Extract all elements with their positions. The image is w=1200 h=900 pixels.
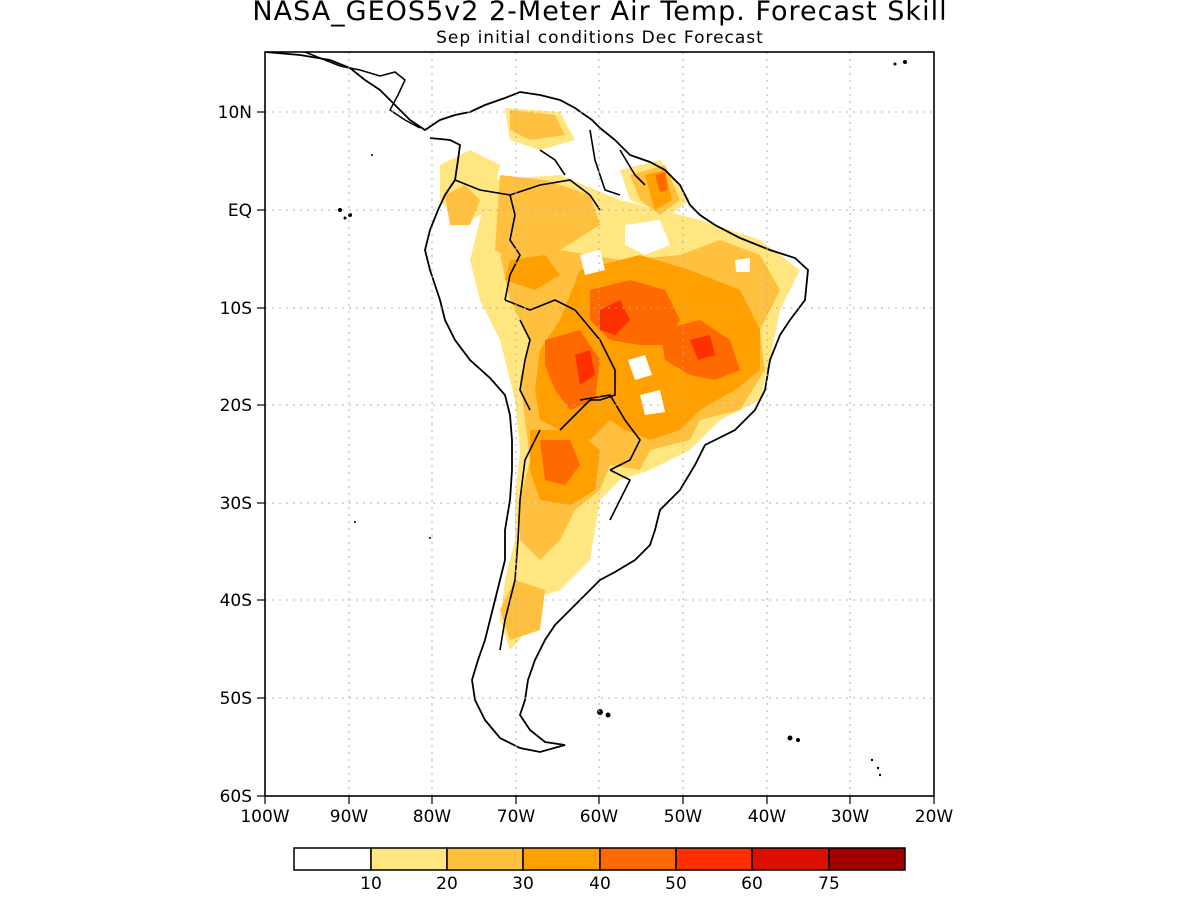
lon-label: 20W — [915, 807, 954, 827]
colorbar-label: 60 — [741, 874, 763, 894]
lat-label: 20S — [220, 396, 252, 416]
map-area — [265, 52, 907, 777]
lon-label: 60W — [580, 807, 619, 827]
lat-label: EQ — [228, 201, 252, 221]
lon-label: 40W — [748, 807, 787, 827]
colorbar-swatch — [675, 847, 753, 871]
colorbar-label: 10 — [360, 874, 382, 894]
colorbar-swatch — [751, 847, 830, 871]
colorbar-swatch — [293, 847, 372, 871]
colorbar-swatch — [522, 847, 601, 871]
lon-label: 50W — [664, 807, 703, 827]
colorbar-swatch — [599, 847, 677, 871]
colorbar-swatch — [370, 847, 448, 871]
lat-label: 30S — [220, 494, 252, 514]
lat-label: 60S — [220, 787, 252, 807]
lon-label: 100W — [240, 807, 289, 827]
lat-label: 10S — [220, 299, 252, 319]
colorbar-swatch — [446, 847, 524, 871]
colorbar-label: 20 — [436, 874, 458, 894]
colorbar-label: 30 — [512, 874, 534, 894]
coastline — [265, 52, 809, 753]
axis-ticks — [257, 111, 935, 804]
colorbar-label: 75 — [818, 874, 840, 894]
caribbean-coast — [302, 52, 421, 129]
skill-shading — [440, 108, 800, 650]
colorbar-label: 50 — [665, 874, 687, 894]
gridlines — [265, 52, 934, 796]
lat-label: 10N — [218, 103, 252, 123]
colorbar-swatch — [828, 847, 906, 871]
lon-label: 80W — [413, 807, 452, 827]
country-borders — [454, 129, 646, 651]
lon-label: 90W — [330, 807, 369, 827]
map-title: NASA_GEOS5v2 2-Meter Air Temp. Forecast … — [252, 0, 948, 27]
map-subtitle: Sep initial conditions Dec Forecast — [436, 28, 764, 48]
lon-label: 30W — [831, 807, 870, 827]
lat-label: 50S — [220, 689, 252, 709]
lat-label: 40S — [220, 591, 252, 611]
colorbar: 10 20 30 40 50 60 75 — [293, 847, 906, 894]
colorbar-label: 40 — [589, 874, 611, 894]
lon-label: 70W — [497, 807, 536, 827]
